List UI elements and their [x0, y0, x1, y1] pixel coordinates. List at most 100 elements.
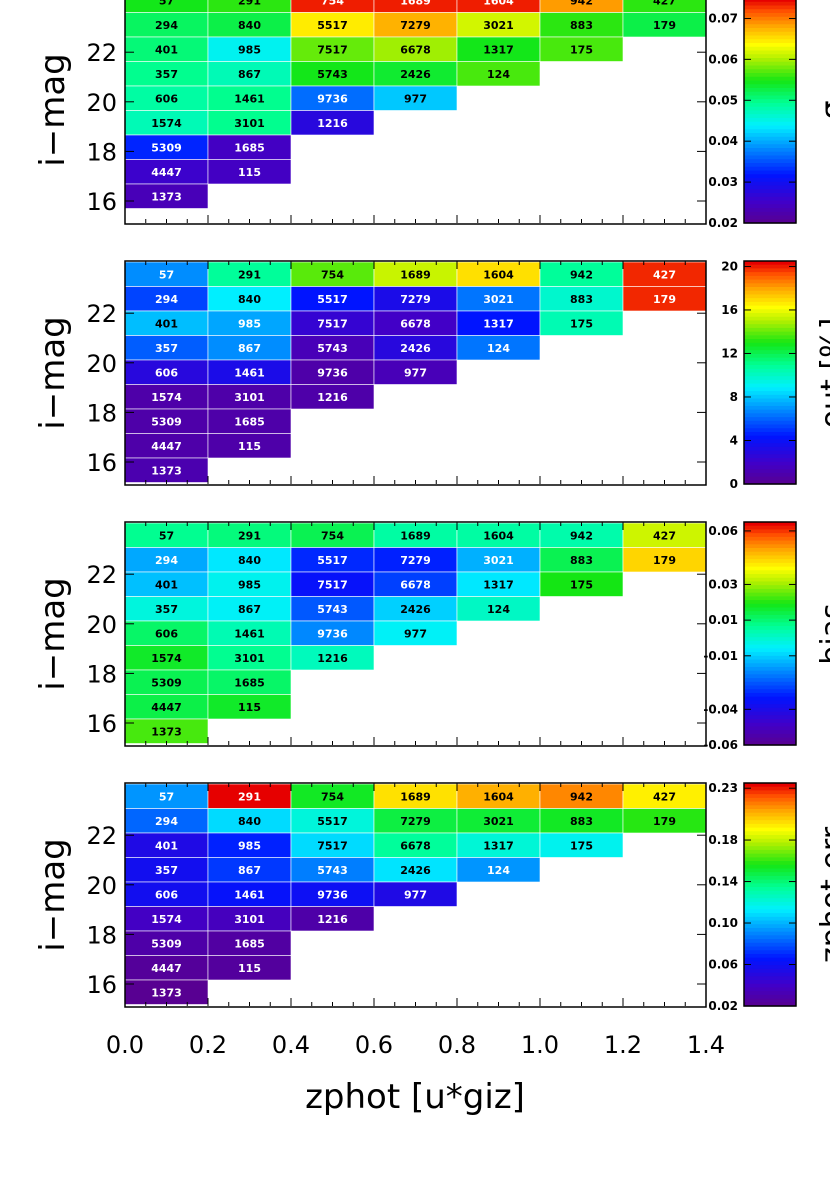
- colorbar-segment: [744, 648, 796, 653]
- colorbar-segment: [744, 204, 796, 209]
- cell-count-label: 883: [570, 554, 593, 567]
- colorbar-segment: [744, 387, 796, 392]
- colorbar-segment: [744, 185, 796, 190]
- heatmap-cell: [290, 286, 375, 312]
- cell-count-label: 1373: [151, 190, 182, 203]
- cell-count-label: 606: [155, 92, 178, 105]
- colorbar-segment: [744, 99, 796, 104]
- cell-count-label: 124: [487, 603, 510, 616]
- colorbar-segment: [744, 849, 796, 855]
- colorbar-segment: [744, 663, 796, 668]
- colorbar-segment: [744, 607, 796, 612]
- cell-count-label: 427: [653, 0, 676, 7]
- colorbar-segment: [744, 920, 796, 925]
- colorbar-segment: [744, 525, 796, 531]
- colorbar-segment: [744, 831, 796, 836]
- heatmap-cell: [124, 620, 209, 646]
- colorbar-segment: [744, 939, 796, 944]
- colorbar-tick-label: 0.10: [708, 916, 738, 930]
- colorbar-tick-label: 0.06: [708, 524, 738, 538]
- cell-count-label: 124: [487, 864, 510, 877]
- colorbar-tick-label: 16: [721, 303, 738, 317]
- colorbar-tick-label: 0.06: [708, 958, 738, 972]
- colorbar-segment: [744, 797, 796, 803]
- colorbar-segment: [744, 783, 796, 788]
- cell-count-label: 883: [570, 19, 593, 32]
- colorbar-segment: [744, 637, 796, 642]
- cell-count-label: 7517: [317, 839, 348, 852]
- x-tick-label: 1.2: [604, 1031, 642, 1059]
- colorbar-segment: [744, 391, 796, 396]
- heatmap-cell: [539, 286, 624, 312]
- cell-count-label: 1461: [234, 627, 265, 640]
- colorbar-segment: [744, 9, 796, 14]
- colorbar-segment: [744, 287, 796, 292]
- heatmap-cell: [124, 645, 209, 671]
- colorbar-segment: [744, 43, 796, 48]
- colorbar-segment: [744, 405, 796, 411]
- heatmap-cell: [207, 620, 292, 646]
- heatmap-cell: [456, 310, 541, 336]
- cell-count-label: 942: [570, 268, 593, 281]
- colorbar-tick-label: 0.14: [708, 875, 738, 889]
- colorbar-segment: [744, 279, 796, 284]
- cell-count-label: 3101: [234, 117, 265, 130]
- cell-count-label: 175: [570, 839, 593, 852]
- colorbar-frame: [743, 782, 797, 1007]
- colorbar-tick-label: -0.04: [703, 702, 738, 716]
- heatmap-cell: [124, 669, 209, 695]
- panel-3: 57 291 754 1689 1604 942 427 294 840 5517 7279 3021…: [33, 521, 830, 752]
- cell-count-label: 942: [570, 0, 593, 7]
- cell-count-label: 115: [238, 166, 261, 179]
- y-tick-label: 20: [86, 872, 117, 900]
- heatmap-cell: [207, 832, 292, 858]
- colorbar-frame: [743, 0, 797, 224]
- colorbar-segment: [744, 439, 796, 444]
- cell-count-label: 985: [238, 578, 261, 591]
- cell-count-label: 2426: [400, 864, 431, 877]
- colorbar-segment: [744, 626, 796, 631]
- colorbar-segment: [744, 298, 796, 303]
- colorbar-segment: [744, 950, 796, 955]
- cell-count-label: 6678: [400, 578, 431, 591]
- cell-count-label: 7517: [317, 43, 348, 56]
- heatmap-cell: [456, 261, 541, 287]
- y-tick-label: 16: [86, 449, 117, 477]
- panel-4: 57 291 754 1689 1604 942 427 294 840 5517 7279 3021…: [33, 781, 830, 1013]
- heatmap-cell: [456, 61, 541, 87]
- colorbar-segment: [744, 924, 796, 929]
- cell-count-label: 1689: [400, 790, 431, 803]
- cell-count-label: 1216: [317, 117, 348, 130]
- colorbar-segment: [744, 689, 796, 694]
- cell-count-label: 291: [238, 0, 261, 7]
- cell-count-label: 883: [570, 293, 593, 306]
- heatmap-cell: [124, 881, 209, 907]
- colorbar-tick-label: 0.05: [708, 93, 738, 107]
- colorbar-frame: [743, 260, 797, 485]
- cell-count-label: 2426: [400, 603, 431, 616]
- colorbar-segment: [744, 722, 796, 728]
- colorbar-segment: [744, 894, 796, 899]
- colorbar-frame: [743, 521, 797, 746]
- colorbar-segment: [744, 208, 796, 213]
- cell-count-label: 291: [238, 268, 261, 281]
- y-tick-label: 22: [86, 822, 117, 850]
- colorbar-label: σ: [815, 100, 830, 119]
- colorbar-segment: [744, 324, 796, 329]
- heatmap-cell: [207, 335, 292, 361]
- colorbar-segment: [744, 91, 796, 97]
- colorbar-segment: [744, 24, 796, 29]
- cell-count-label: 1216: [317, 913, 348, 926]
- colorbar-segment: [744, 84, 796, 89]
- heatmap-cell: [373, 808, 458, 834]
- colorbar-segment: [744, 898, 796, 903]
- heatmap-cell: [290, 645, 375, 671]
- colorbar-segment: [744, 905, 796, 910]
- heatmap-cell: [290, 881, 375, 907]
- colorbar-segment: [744, 133, 796, 138]
- x-axis-label: zphot [u*giz]: [305, 1077, 525, 1117]
- colorbar-segment: [744, 54, 796, 59]
- colorbar-segment: [744, 707, 796, 713]
- cell-count-label: 5517: [317, 293, 348, 306]
